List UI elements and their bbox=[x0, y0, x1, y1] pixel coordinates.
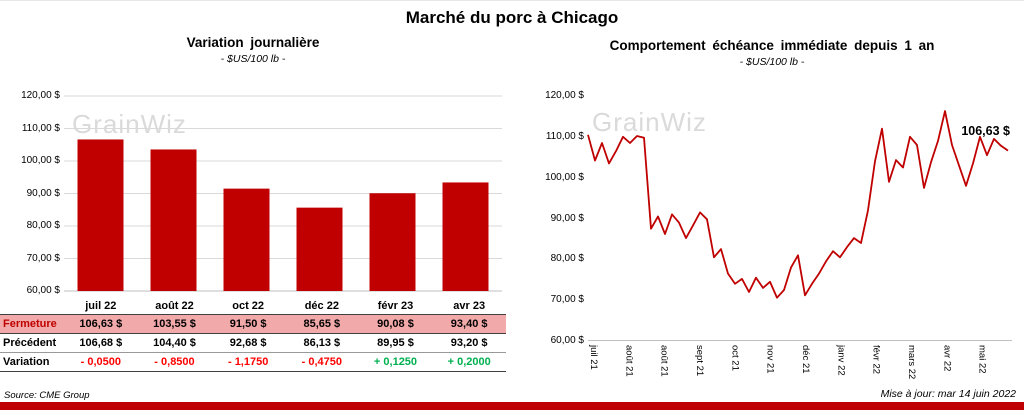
bar-chart-title: Variation journalière bbox=[186, 35, 320, 50]
line-x-tick-label: mai 22 bbox=[976, 345, 988, 374]
line-x-tick-label: août 21 bbox=[623, 345, 635, 377]
table-cell: 86,13 $ bbox=[303, 337, 341, 349]
line-chart-title: Comportement échéance immédiate depuis 1… bbox=[609, 38, 935, 53]
table-cell: 92,68 $ bbox=[229, 337, 267, 349]
row-label: Variation bbox=[3, 356, 50, 368]
row-label: Précédent bbox=[3, 337, 57, 349]
table-cell: - 1,1750 bbox=[227, 356, 269, 368]
table-cell: 91,50 $ bbox=[229, 318, 267, 330]
bar-y-tick-label: 100,00 $ bbox=[21, 155, 60, 166]
line-x-tick-label: févr 22 bbox=[870, 345, 882, 375]
table-row-close: Fermeture 106,63 $ 103,55 $ 91,50 $ 85,65 $ 9… bbox=[0, 314, 506, 334]
line-x-tick-label: janv 22 bbox=[835, 345, 847, 376]
table-cell: 93,40 $ bbox=[450, 318, 488, 330]
table-cell: 89,95 $ bbox=[377, 337, 414, 349]
table-cell: 104,40 $ bbox=[153, 337, 196, 349]
line-y-tick-label: 120,00 $ bbox=[545, 90, 584, 101]
row-label: Fermeture bbox=[3, 318, 57, 330]
table-cell: 106,63 $ bbox=[79, 318, 123, 330]
bar-déc 22 bbox=[296, 207, 343, 291]
line-y-tick-label: 90,00 $ bbox=[550, 212, 584, 224]
table-cell: 93,20 $ bbox=[450, 337, 488, 349]
bar-y-tick-label: 60,00 $ bbox=[26, 285, 60, 296]
line-y-tick-label: 100,00 $ bbox=[545, 171, 584, 183]
line-x-tick-label: juil 21 bbox=[588, 345, 599, 370]
price-line bbox=[587, 110, 1009, 299]
line-x-tick-label: nov 21 bbox=[764, 345, 776, 374]
line-x-tick-label: sept 21 bbox=[694, 345, 705, 377]
line-chart-plot: 106,63 $ bbox=[587, 96, 1012, 341]
line-chart-x-axis: juil 21 août 21 août 21 sept 21 oct 21 nov 21… bbox=[588, 345, 1012, 391]
line-y-tick-label: 70,00 $ bbox=[550, 294, 584, 306]
updated-note: Mise à jour: mar 14 juin 2022 bbox=[880, 388, 1016, 400]
table-cell: 103,55 $ bbox=[153, 318, 196, 330]
table-cell: + 0,2000 bbox=[447, 356, 491, 368]
bar-août 22 bbox=[150, 149, 197, 291]
table-header-row: juil 22 août 22 oct 22 déc 22 févr 23 avr 23 bbox=[0, 298, 506, 314]
table-cell: - 0,8500 bbox=[154, 356, 195, 368]
table-cell: 106,68 $ bbox=[79, 337, 123, 349]
bar-oct 22 bbox=[223, 188, 270, 291]
page-title: Marché du porc à Chicago bbox=[405, 8, 619, 27]
line-chart-subtitle: - $US/100 lb - bbox=[739, 56, 805, 68]
table-col-header: oct 22 bbox=[232, 300, 265, 312]
bar-y-tick-label: 110,00 $ bbox=[21, 122, 60, 134]
table-cell: 85,65 $ bbox=[303, 318, 341, 330]
line-x-tick-label: avr 22 bbox=[941, 345, 953, 372]
line-y-tick-label: 80,00 $ bbox=[550, 253, 584, 265]
bar-avr 23 bbox=[442, 182, 489, 291]
table-row-variation: Variation - 0,0500 - 0,8500 - 1,1750 - 0,475… bbox=[0, 353, 506, 372]
line-x-tick-label: août 21 bbox=[658, 345, 670, 377]
bar-févr 23 bbox=[369, 193, 416, 291]
bar-y-tick-label: 80,00 $ bbox=[26, 220, 60, 231]
line-chart-y-axis: 120,00 $ 110,00 $ 100,00 $ 90,00 $ 80,00 $ 70… bbox=[532, 90, 584, 346]
line-y-tick-label: 110,00 $ bbox=[545, 130, 584, 142]
table-row-previous: Précédent 106,68 $ 104,40 $ 92,68 $ 86,13 $ 8… bbox=[0, 334, 506, 353]
table-cell: + 0,1250 bbox=[373, 356, 418, 368]
bar-chart-subtitle: - $US/100 lb - bbox=[220, 53, 286, 65]
table-col-header: févr 23 bbox=[377, 300, 414, 312]
bar-y-tick-label: 90,00 $ bbox=[26, 187, 60, 199]
line-chart-svg bbox=[587, 110, 1009, 299]
table-corner-cell bbox=[0, 298, 64, 314]
table-col-header: juil 22 bbox=[85, 300, 117, 312]
bar-juil 22 bbox=[77, 139, 124, 291]
bottom-accent-bar bbox=[0, 402, 1024, 410]
bar-chart-y-axis: 120,00 $ 110,00 $ 100,00 $ 90,00 $ 80,00 $ 70… bbox=[8, 90, 60, 296]
line-x-tick-label: oct 21 bbox=[729, 345, 741, 371]
line-y-tick-label: 60,00 $ bbox=[550, 335, 584, 346]
table-col-header: avr 23 bbox=[453, 300, 486, 312]
table-cell: - 0,4750 bbox=[301, 356, 342, 368]
table-col-header: déc 22 bbox=[304, 300, 339, 312]
bar-y-tick-label: 70,00 $ bbox=[26, 252, 60, 264]
bar-chart-svg bbox=[64, 95, 502, 292]
line-x-tick-label: mars 22 bbox=[906, 345, 917, 380]
source-note: Source: CME Group bbox=[4, 390, 90, 401]
last-price-annotation: 106,63 $ bbox=[961, 124, 1010, 138]
table-cell: 90,08 $ bbox=[377, 318, 414, 330]
price-table: juil 22 août 22 oct 22 déc 22 févr 23 avr 23 F… bbox=[0, 298, 506, 372]
table-col-header: août 22 bbox=[155, 300, 194, 312]
bar-y-tick-label: 120,00 $ bbox=[21, 90, 60, 101]
line-x-tick-label: déc 21 bbox=[800, 345, 811, 374]
bar-chart-plot bbox=[64, 95, 502, 292]
table-cell: - 0,0500 bbox=[80, 356, 122, 368]
